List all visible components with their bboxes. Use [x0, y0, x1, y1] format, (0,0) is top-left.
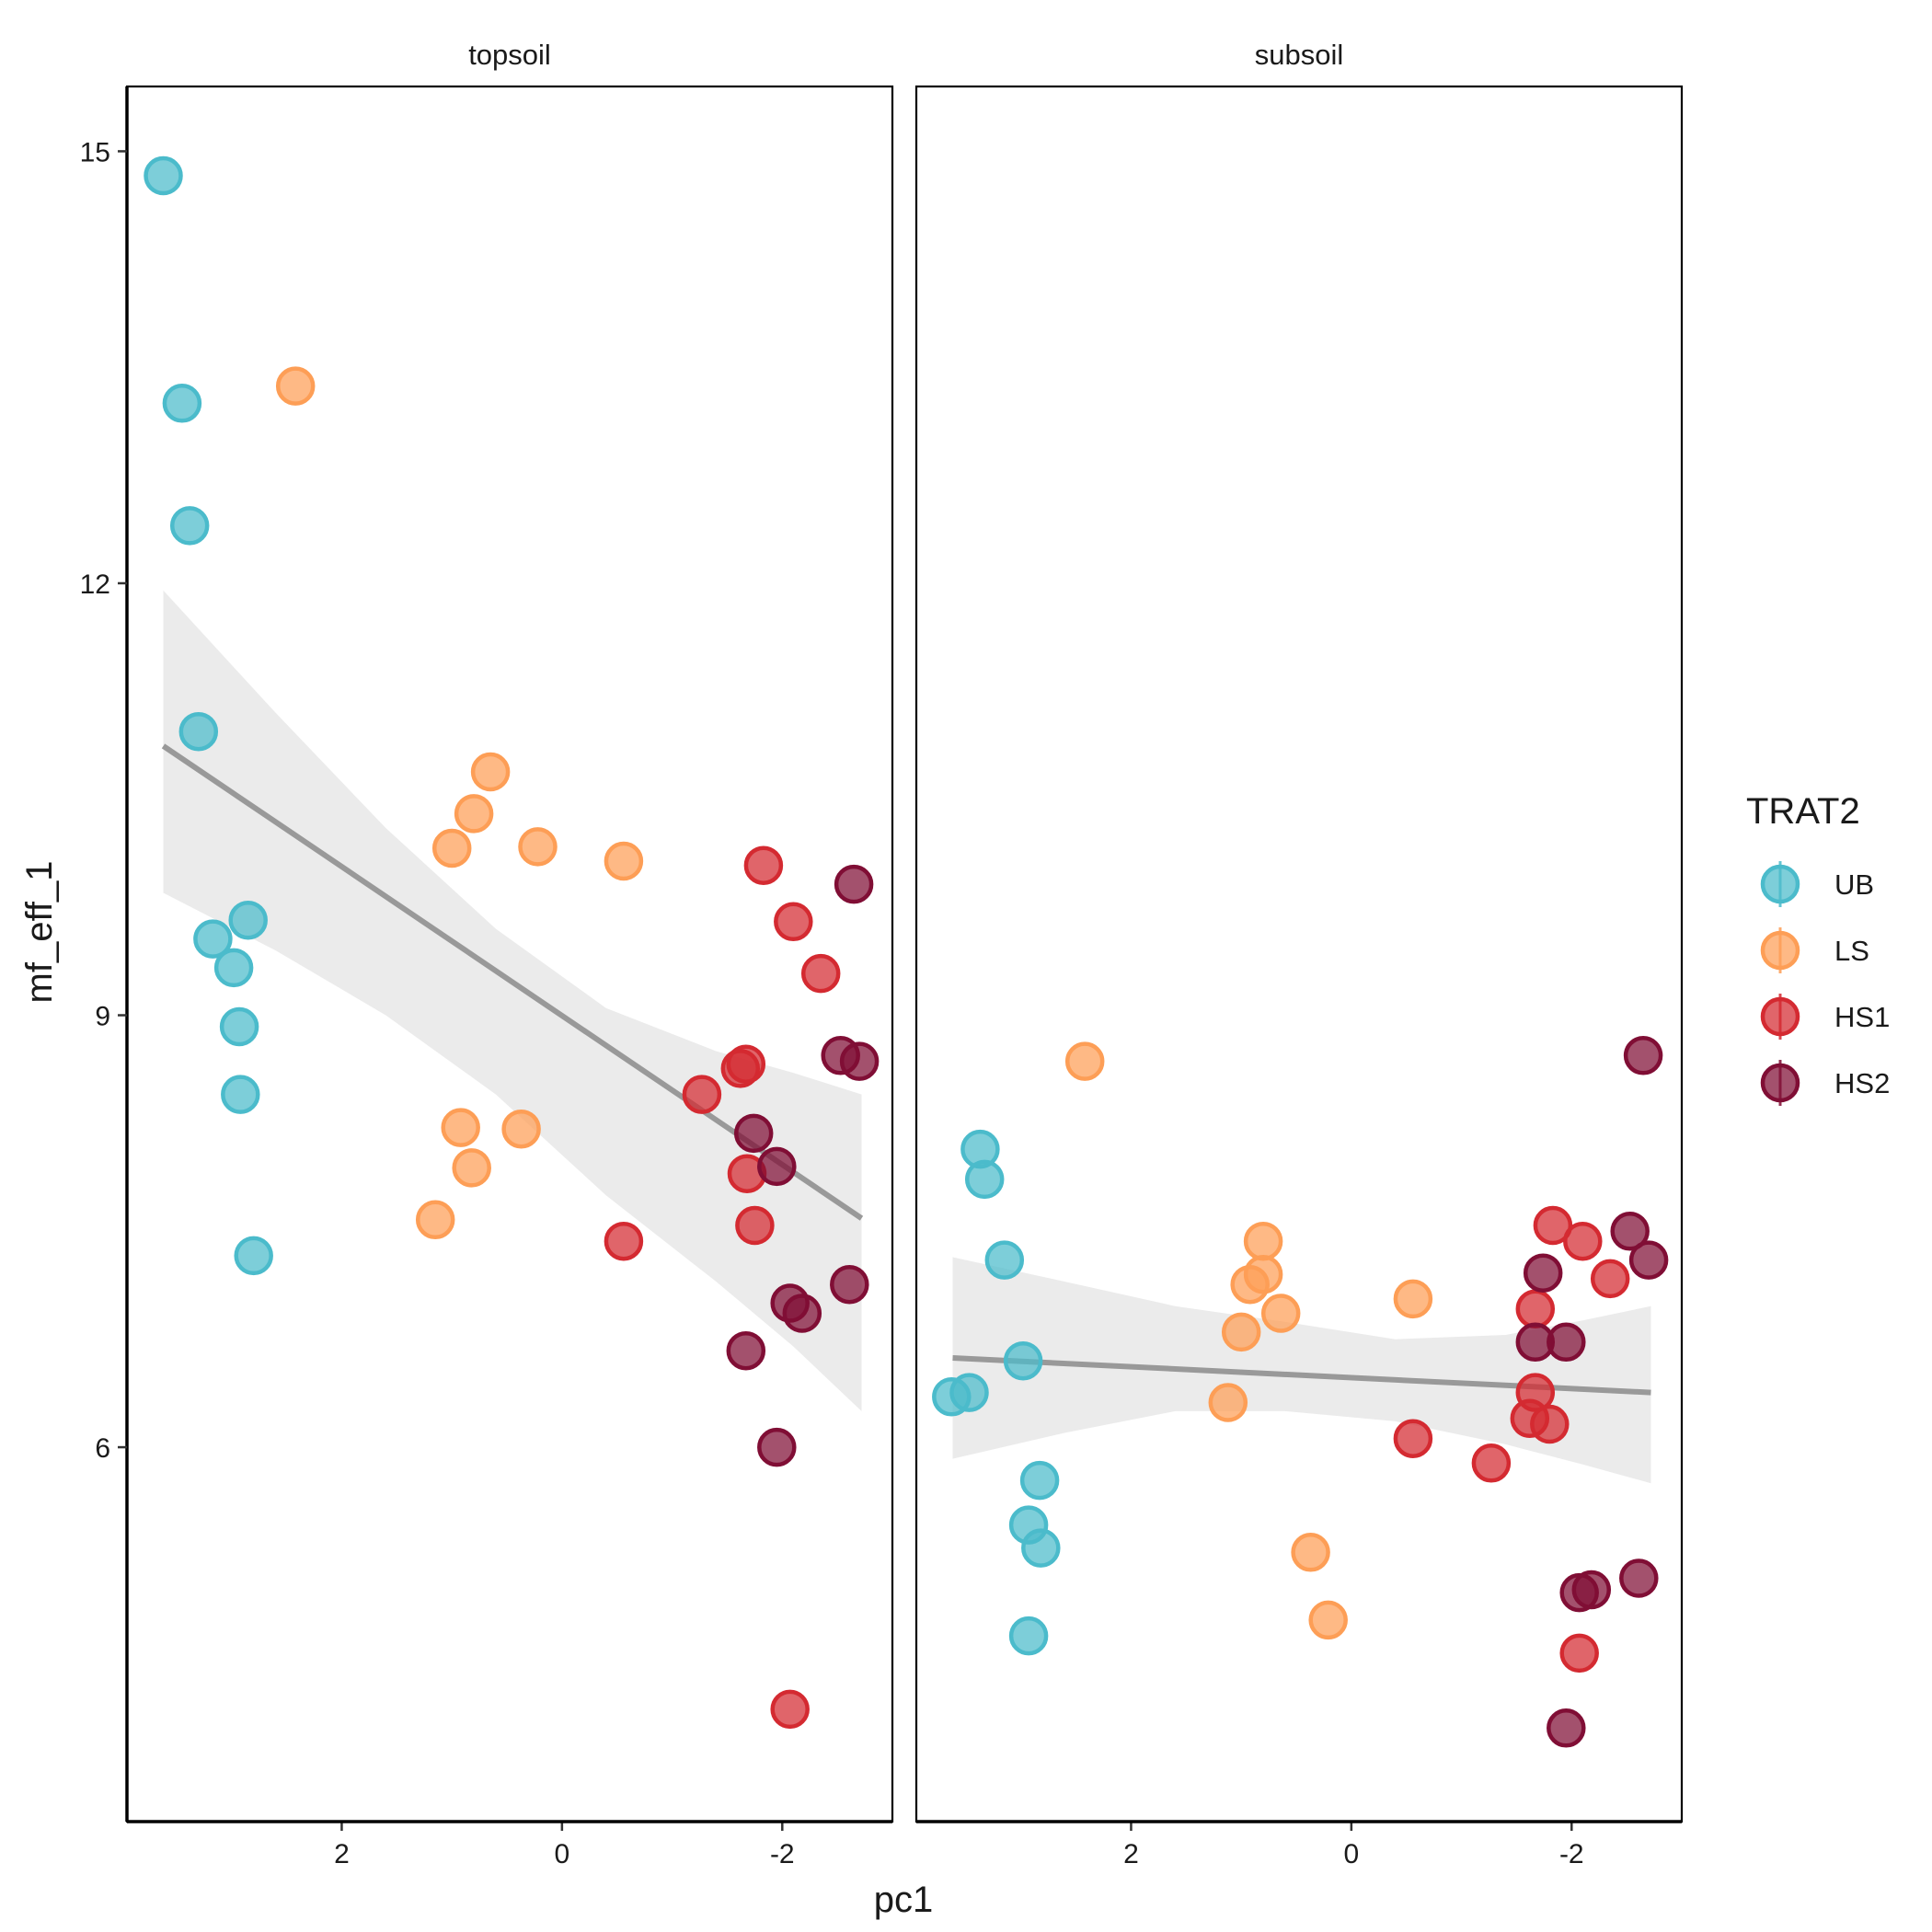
x-tick-label: -2: [770, 1839, 795, 1869]
data-point-ub: [221, 1075, 260, 1114]
strip-label-subsoil: subsoil: [1255, 39, 1344, 71]
data-point-hs1: [1530, 1404, 1570, 1444]
data-point-hs2: [757, 1427, 797, 1467]
data-point-ub: [984, 1240, 1025, 1280]
legend-key-ls: [1760, 930, 1800, 971]
data-point-ub: [964, 1159, 1005, 1200]
data-point-ls: [470, 752, 511, 792]
data-point-hs2: [1623, 1036, 1663, 1075]
legend-label-hs1: HS1: [1834, 1001, 1890, 1033]
legend-title: TRAT2: [1746, 791, 1860, 832]
data-point-hs2: [757, 1146, 797, 1187]
y-tick-label: 12: [80, 569, 110, 600]
data-point-ub: [1003, 1340, 1043, 1381]
data-point-ub: [234, 1236, 273, 1276]
y-tick-label: 6: [95, 1433, 110, 1464]
data-point-hs2: [1628, 1240, 1669, 1280]
data-point-hs1: [1393, 1419, 1433, 1458]
legend-key-ub: [1760, 864, 1800, 904]
data-point-hs1: [604, 1221, 644, 1261]
data-point-ub: [1019, 1460, 1060, 1501]
data-point-hs2: [733, 1113, 774, 1154]
panel-subsoil: subsoil: [914, 39, 1684, 1823]
strip-label-topsoil: topsoil: [468, 39, 551, 71]
x-axis-title: pc1: [874, 1880, 934, 1920]
data-point-ub: [193, 919, 233, 959]
data-point-ls: [275, 366, 316, 406]
data-point-ub: [1008, 1616, 1049, 1656]
y-axis: 6 9 12 15: [80, 86, 129, 1822]
data-point-hs2: [782, 1294, 822, 1333]
data-point-ls: [441, 1108, 480, 1147]
x-axis: 2 0 -2 2 0 -2: [127, 1820, 1682, 1869]
data-point-ub: [178, 711, 219, 752]
data-point-hs2: [830, 1264, 869, 1305]
data-point-ls: [1221, 1312, 1261, 1352]
legend: TRAT2 UB LS HS1 HS2: [1746, 791, 1890, 1106]
panel-topsoil: topsoil: [125, 39, 894, 1823]
data-point-ub: [219, 1006, 259, 1047]
data-point-ls: [1243, 1221, 1283, 1261]
y-tick-label: 15: [80, 137, 110, 167]
data-point-hs2: [1610, 1212, 1650, 1251]
data-point-ls: [1308, 1600, 1348, 1640]
data-point-ub: [213, 948, 254, 988]
data-point-hs1: [743, 845, 784, 885]
data-point-ls: [501, 1109, 541, 1149]
data-point-ls: [1208, 1383, 1248, 1422]
data-point-ls: [415, 1200, 455, 1240]
data-point-hs1: [770, 1689, 810, 1730]
data-point-hs1: [800, 953, 841, 994]
data-point-ub: [228, 900, 268, 940]
x-tick-label: 2: [1123, 1839, 1139, 1869]
data-point-hs1: [735, 1205, 775, 1246]
y-tick-label: 9: [95, 1002, 110, 1032]
data-point-hs2: [1547, 1708, 1586, 1748]
x-tick-label: 0: [1344, 1839, 1360, 1869]
data-point-ls: [604, 841, 644, 881]
x-tick-label: 2: [334, 1839, 350, 1869]
legend-label-ls: LS: [1834, 935, 1869, 967]
confidence-band: [163, 590, 862, 1411]
data-point-ub: [144, 155, 183, 196]
legend-label-hs2: HS2: [1834, 1067, 1890, 1099]
data-point-hs2: [1547, 1322, 1586, 1363]
data-point-hs2: [726, 1330, 766, 1371]
data-point-hs2: [1571, 1570, 1612, 1610]
data-point-hs1: [774, 902, 813, 942]
data-point-hs1: [682, 1075, 722, 1114]
data-point-ls: [431, 828, 472, 868]
data-point-ls: [1260, 1294, 1301, 1333]
data-point-ls: [1064, 1041, 1105, 1081]
data-point-hs1: [1515, 1289, 1556, 1329]
data-point-ls: [1230, 1264, 1270, 1305]
data-point-ls: [452, 1148, 491, 1188]
data-point-hs1: [1533, 1205, 1573, 1246]
data-point-ls: [454, 794, 494, 834]
legend-key-hs1: [1760, 996, 1800, 1037]
data-point-ls: [1291, 1533, 1330, 1572]
x-tick-label: -2: [1559, 1839, 1584, 1869]
data-point-ub: [1021, 1528, 1061, 1568]
data-point-hs2: [834, 864, 874, 904]
data-point-hs1: [1563, 1221, 1603, 1261]
data-point-ls: [1393, 1279, 1433, 1319]
data-point-ls: [518, 827, 558, 867]
data-point-ub: [949, 1373, 989, 1412]
data-point-hs1: [1590, 1259, 1630, 1299]
data-point-ub: [162, 384, 202, 423]
data-point-hs2: [1523, 1253, 1563, 1293]
data-point-hs1: [1471, 1443, 1512, 1483]
data-point-hs1: [726, 1044, 766, 1084]
x-tick-label: 0: [555, 1839, 570, 1869]
data-point-ub: [169, 506, 210, 546]
data-point-hs1: [1559, 1633, 1599, 1673]
y-axis-title: mf_eff_1: [19, 861, 60, 1004]
legend-label-ub: UB: [1834, 868, 1874, 901]
legend-key-hs2: [1760, 1063, 1800, 1103]
confidence-band: [952, 1257, 1651, 1484]
data-point-hs2: [1619, 1558, 1659, 1598]
data-point-hs2: [839, 1041, 880, 1081]
